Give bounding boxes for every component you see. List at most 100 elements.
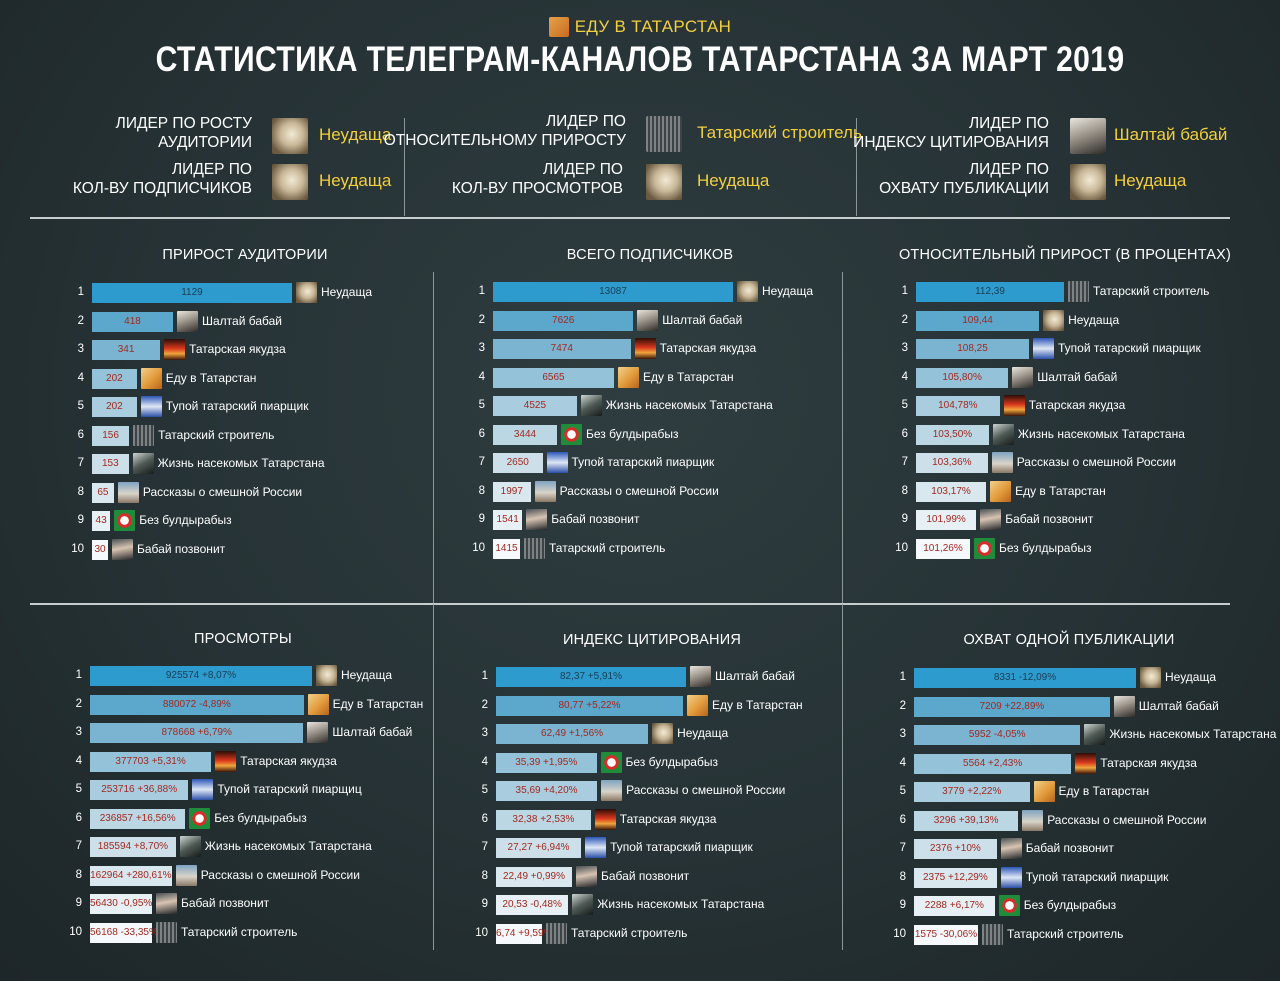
- rank-label: 5: [75, 783, 82, 796]
- rank-label: 4: [478, 370, 485, 383]
- chart-row: 1 82,37 +5,91% Шалтай бабай: [462, 665, 842, 694]
- chart-bar: 162964 +280,61%: [90, 865, 172, 886]
- bar-value-label: 925574 +8,07%: [165, 670, 237, 681]
- edu-avatar-icon: [990, 480, 1012, 502]
- neudasha-avatar-icon: [296, 282, 317, 303]
- leader-label: ЛИДЕР ПО ИНДЕКСУ ЦИТИРОВАНИЯ: [853, 114, 1049, 152]
- rasskazy-avatar-icon: [1022, 809, 1044, 831]
- bar-value-label: 30: [94, 543, 106, 555]
- channel-name: Шалтай бабай: [1037, 369, 1118, 384]
- edu-avatar-icon: [687, 694, 708, 716]
- shaltai-avatar-icon: [307, 722, 329, 744]
- bar-value-label: 62,49 +1,56%: [541, 728, 604, 740]
- rank-label: 10: [475, 926, 488, 939]
- leader-label-line: ЛИДЕР ПО РОСТУ: [115, 115, 252, 132]
- bar-value-label: 32,38 +2,53%: [512, 813, 575, 825]
- rank-label: 9: [901, 513, 908, 526]
- rank-label: 9: [899, 899, 906, 912]
- bez-avatar-icon: [600, 751, 622, 773]
- bar-value-label: 236857 +16,56%: [99, 812, 176, 824]
- chart-row: 7 103,36% Рассказы о смешной России: [875, 451, 1255, 480]
- channel-name: Неудаща: [762, 284, 814, 298]
- chart-bar: 3444: [493, 424, 557, 445]
- rank-label: 8: [478, 484, 485, 497]
- rank-label: 9: [481, 898, 488, 911]
- zhizn-avatar-icon: [992, 423, 1014, 445]
- chart-row: 10 1575 -30,06% Татарский строитель: [874, 923, 1264, 952]
- channel-name: Жизнь насекомых Татарстана: [157, 456, 325, 471]
- chart-row: 3 341 Татарская якудза: [60, 338, 430, 367]
- chart-bar: 8331 -12,09%: [914, 668, 1136, 688]
- leader-block: ЛИДЕР ПО ИНДЕКСУ ЦИТИРОВАНИЯ Шалтай бабай: [30, 114, 1230, 158]
- stroy-avatar-icon: [524, 537, 545, 559]
- channel-name: Бабай позвонит: [137, 541, 226, 556]
- leader-label-line: АУДИТОРИИ: [158, 134, 252, 151]
- channel-name: Татарский строитель: [158, 427, 275, 442]
- chart-bar: 202: [92, 397, 137, 418]
- channel-name: Еду в Татарстан: [643, 369, 734, 384]
- chart-bar: 6565: [493, 367, 614, 388]
- bar-value-label: 35,39 +1,95%: [515, 756, 578, 768]
- yakudza-avatar-icon: [1075, 752, 1097, 774]
- bar-value-label: 2375 +12,29%: [922, 871, 988, 883]
- chart-bar: 2376 +10%: [914, 839, 997, 860]
- rank-label: 7: [478, 456, 485, 469]
- channel-name: Рассказы о смешной России: [1016, 455, 1176, 470]
- chart-row: 10 101,26% Без булдырабыз: [875, 537, 1255, 566]
- chart-bar: 4525: [493, 396, 577, 417]
- rank-label: 4: [901, 370, 908, 383]
- chart-title: ПРИРОСТ АУДИТОРИИ: [162, 247, 328, 263]
- chart-row: 2 80,77 +5,22% Еду в Татарстан: [462, 694, 842, 723]
- rank-label: 1: [899, 671, 906, 683]
- bar-value-label: 7474: [550, 343, 573, 355]
- chart-bar: 253716 +36,88%: [90, 780, 189, 801]
- chart-row: 5 253716 +36,88% Тупой татарский пиарщиц: [58, 778, 428, 807]
- chart-bar: 6,74 +9,59%: [496, 923, 552, 944]
- bar-value-label: 2288 +6,17%: [924, 900, 984, 912]
- chart-row: 8 22,49 +0,99% Бабай позвонит: [462, 865, 842, 894]
- rank-label: 5: [77, 400, 84, 413]
- chart-row: 7 2376 +10% Бабай позвонит: [874, 837, 1264, 866]
- channel-name: Без булдырабыз: [214, 810, 307, 825]
- chart-bar: 202: [92, 368, 137, 389]
- leader-label-line: ЛИДЕР ПО: [172, 161, 252, 178]
- chart-row: 3 108,25 Тупой татарский пиарщик: [875, 337, 1255, 366]
- rank-label: 3: [75, 726, 82, 739]
- rank-label: 8: [481, 869, 488, 882]
- rank-label: 7: [77, 457, 84, 470]
- channel-name: Еду в Татарстан: [712, 697, 803, 712]
- bar-value-label: 880072 -4,89%: [162, 698, 231, 710]
- bar-value-label: 3296 +39,13%: [933, 814, 999, 826]
- channel-name: Татарская якудза: [619, 811, 717, 826]
- leader-label: ЛИДЕР ПО ОТНОСИТЕЛЬНОМУ ПРИРОСТУ: [384, 112, 626, 150]
- chart-row: 8 162964 +280,61% Рассказы о смешной Росси…: [58, 864, 428, 893]
- edu-avatar-icon: [307, 693, 329, 715]
- rank-label: 5: [481, 784, 488, 797]
- chart-bar: 1541: [493, 510, 523, 531]
- bar-value-label: 108,25: [957, 343, 988, 355]
- chart-row: 9 20,53 -0,48% Жизнь насекомых Татарстана: [462, 893, 842, 922]
- bar-value-label: 1129: [181, 287, 203, 298]
- rasskazy-avatar-icon: [117, 481, 139, 503]
- bez-avatar-icon: [189, 807, 211, 829]
- chart-row: 2 7626 Шалтай бабай: [460, 309, 840, 338]
- bar-value-label: 27,27 +6,94%: [507, 842, 570, 854]
- rank-label: 8: [901, 484, 908, 497]
- rasskazy-avatar-icon: [175, 864, 197, 886]
- rank-label: 6: [77, 428, 84, 441]
- leader-name: Неудаща: [319, 171, 392, 190]
- bar-value-label: 8331 -12,09%: [993, 672, 1057, 683]
- rank-label: 1: [478, 285, 485, 297]
- rank-label: 1: [901, 285, 908, 297]
- chart-bar: 43: [92, 511, 111, 532]
- bar-value-label: 43: [95, 515, 107, 527]
- bar-value-label: 109,44: [962, 314, 993, 326]
- chart-bar: 1129: [92, 283, 292, 303]
- chart-bar: 377703 +5,31%: [90, 751, 212, 772]
- neudasha-avatar-icon: [646, 164, 682, 200]
- chart-row: 8 65 Рассказы о смешной России: [60, 481, 430, 510]
- chart-bar: 30: [92, 539, 108, 560]
- rank-label: 5: [899, 785, 906, 798]
- chart-panel: ВСЕГО ПОДПИСЧИКОВ 1 13087 Неудаща 2 7626 Шалта…: [460, 247, 840, 559]
- bar-value-label: 156: [102, 429, 119, 441]
